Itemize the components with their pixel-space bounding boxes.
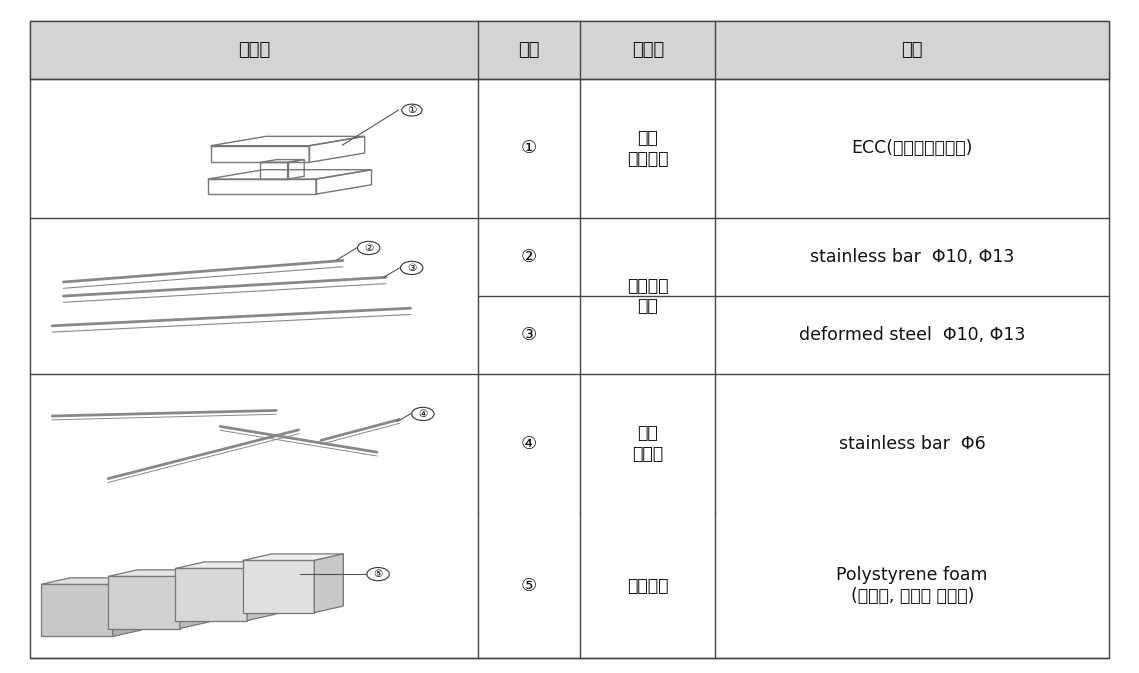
Text: ②: ② (364, 243, 374, 253)
Polygon shape (247, 562, 276, 621)
Polygon shape (180, 570, 208, 629)
Text: 부품도: 부품도 (238, 41, 270, 59)
Text: ⑤: ⑤ (374, 569, 383, 579)
Text: 인장저항
요소: 인장저항 요소 (626, 277, 669, 316)
Polygon shape (41, 578, 141, 584)
Polygon shape (243, 554, 343, 561)
Polygon shape (314, 554, 343, 612)
Text: deformed steel  Φ10, Φ13: deformed steel Φ10, Φ13 (800, 326, 1025, 344)
Text: 전단
보강근: 전단 보강근 (632, 425, 663, 463)
Polygon shape (243, 561, 314, 612)
Text: 요소명: 요소명 (632, 41, 664, 59)
Text: 단열요소: 단열요소 (626, 577, 669, 595)
Text: stainless bar  Φ10, Φ13: stainless bar Φ10, Φ13 (810, 248, 1015, 266)
Text: ECC(섬유복합시멘트): ECC(섬유복합시멘트) (852, 139, 973, 157)
Polygon shape (113, 578, 141, 637)
Text: ③: ③ (407, 263, 416, 273)
Text: 압축
저항요소: 압축 저항요소 (626, 129, 669, 168)
Text: Polystyrene foam
(섬유계, 기포계 단열재): Polystyrene foam (섬유계, 기포계 단열재) (836, 567, 988, 605)
Polygon shape (41, 584, 113, 637)
Polygon shape (175, 562, 276, 569)
Text: ①: ① (408, 105, 417, 115)
Polygon shape (175, 569, 247, 621)
Text: stainless bar  Φ6: stainless bar Φ6 (838, 435, 985, 453)
Text: ⑤: ⑤ (521, 577, 538, 595)
Text: ③: ③ (521, 326, 538, 344)
Bar (30, 22, 1109, 79)
Text: ④: ④ (418, 409, 427, 419)
Text: ②: ② (521, 248, 538, 266)
Polygon shape (108, 576, 180, 629)
Text: ①: ① (521, 139, 538, 157)
Text: 번호: 번호 (518, 41, 540, 59)
Text: 재료: 재료 (901, 41, 923, 59)
Text: ④: ④ (521, 435, 538, 453)
Polygon shape (108, 570, 208, 576)
